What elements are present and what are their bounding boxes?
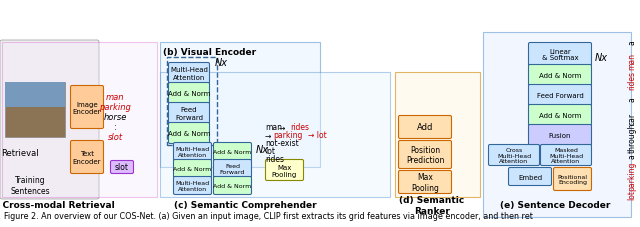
FancyBboxPatch shape bbox=[5, 83, 65, 137]
FancyBboxPatch shape bbox=[529, 125, 591, 146]
FancyBboxPatch shape bbox=[160, 43, 320, 167]
Text: Figure 2. An overview of our COS-Net. (a) Given an input image, CLIP first extra: Figure 2. An overview of our COS-Net. (a… bbox=[4, 211, 533, 220]
Text: a: a bbox=[627, 154, 637, 159]
FancyBboxPatch shape bbox=[529, 65, 591, 86]
FancyBboxPatch shape bbox=[173, 143, 211, 161]
Text: parking: parking bbox=[273, 131, 302, 140]
FancyBboxPatch shape bbox=[2, 43, 157, 197]
Text: Text
Encoder: Text Encoder bbox=[73, 151, 101, 164]
Text: Add & Norm: Add & Norm bbox=[168, 91, 210, 96]
Text: Add & Norm: Add & Norm bbox=[539, 113, 581, 118]
FancyBboxPatch shape bbox=[399, 116, 451, 139]
Text: lot: lot bbox=[265, 147, 275, 156]
FancyBboxPatch shape bbox=[399, 141, 451, 169]
Text: Fusion: Fusion bbox=[548, 132, 572, 138]
FancyBboxPatch shape bbox=[529, 85, 591, 106]
FancyBboxPatch shape bbox=[395, 73, 480, 197]
Text: man: man bbox=[627, 53, 637, 70]
Text: car: car bbox=[627, 112, 637, 125]
Text: slot: slot bbox=[115, 163, 129, 172]
Text: (c) Semantic Comprehender: (c) Semantic Comprehender bbox=[173, 201, 316, 210]
FancyBboxPatch shape bbox=[541, 145, 591, 166]
Text: parking: parking bbox=[627, 161, 637, 190]
Text: Image
Encoder: Image Encoder bbox=[73, 101, 101, 114]
Text: slot: slot bbox=[108, 133, 123, 142]
FancyBboxPatch shape bbox=[168, 83, 209, 104]
Text: Nx: Nx bbox=[215, 58, 228, 68]
FancyBboxPatch shape bbox=[168, 103, 209, 124]
FancyBboxPatch shape bbox=[168, 63, 209, 84]
Text: Nx: Nx bbox=[595, 53, 608, 63]
Text: Add & Norm: Add & Norm bbox=[168, 131, 210, 136]
Text: Add & Norm: Add & Norm bbox=[173, 166, 212, 171]
Text: rides: rides bbox=[265, 155, 284, 164]
Text: Linear
& Softmax: Linear & Softmax bbox=[541, 48, 579, 61]
FancyBboxPatch shape bbox=[266, 160, 303, 181]
Text: rides: rides bbox=[627, 71, 637, 90]
Text: not-exist: not-exist bbox=[265, 139, 299, 148]
Text: (d) Semantic
Ranker: (d) Semantic Ranker bbox=[399, 195, 465, 215]
FancyBboxPatch shape bbox=[509, 168, 552, 186]
Text: Add & Norm: Add & Norm bbox=[213, 149, 252, 154]
FancyBboxPatch shape bbox=[529, 105, 591, 126]
FancyBboxPatch shape bbox=[70, 141, 104, 174]
Text: Multi-Head
Attention: Multi-Head Attention bbox=[170, 67, 208, 80]
FancyBboxPatch shape bbox=[554, 168, 591, 191]
FancyBboxPatch shape bbox=[214, 143, 252, 161]
Text: a: a bbox=[627, 40, 637, 45]
FancyBboxPatch shape bbox=[529, 43, 591, 66]
Text: Retrieval: Retrieval bbox=[1, 148, 39, 157]
Text: Training
Sentences: Training Sentences bbox=[10, 175, 50, 195]
Text: Nx: Nx bbox=[256, 144, 269, 154]
Text: man: man bbox=[106, 93, 124, 102]
Text: Feed Forward: Feed Forward bbox=[536, 93, 584, 99]
Text: → lot: → lot bbox=[308, 131, 327, 140]
FancyBboxPatch shape bbox=[488, 145, 540, 166]
FancyBboxPatch shape bbox=[5, 83, 65, 108]
Text: Add & Norm: Add & Norm bbox=[213, 183, 252, 188]
Text: Masked
Multi-Head
Attention: Masked Multi-Head Attention bbox=[549, 147, 583, 164]
Text: Feed
Forward: Feed Forward bbox=[220, 163, 245, 174]
Text: lot: lot bbox=[627, 189, 637, 199]
FancyBboxPatch shape bbox=[214, 177, 252, 195]
Text: Feed
Forward: Feed Forward bbox=[175, 107, 203, 120]
Text: Multi-Head
Attention: Multi-Head Attention bbox=[175, 180, 209, 191]
Text: Multi-Head
Attention: Multi-Head Attention bbox=[175, 146, 209, 157]
FancyBboxPatch shape bbox=[483, 33, 631, 217]
Text: Cross
Multi-Head
Attention: Cross Multi-Head Attention bbox=[497, 147, 531, 164]
Text: a: a bbox=[627, 97, 637, 102]
Text: (e) Sentence Decoder: (e) Sentence Decoder bbox=[500, 201, 610, 210]
Text: (a) Cross-modal Retrieval: (a) Cross-modal Retrieval bbox=[0, 201, 115, 210]
Text: Max
Pooling: Max Pooling bbox=[272, 164, 297, 177]
Text: Add: Add bbox=[417, 123, 433, 132]
Text: horse: horse bbox=[103, 113, 127, 122]
Text: Max
Pooling: Max Pooling bbox=[411, 173, 439, 192]
FancyBboxPatch shape bbox=[173, 177, 211, 195]
FancyBboxPatch shape bbox=[214, 160, 252, 178]
Text: Embed: Embed bbox=[518, 174, 542, 180]
FancyBboxPatch shape bbox=[70, 86, 104, 129]
FancyBboxPatch shape bbox=[168, 123, 209, 144]
Text: Position
Prediction: Position Prediction bbox=[406, 145, 444, 165]
Text: Positional
Encoding: Positional Encoding bbox=[557, 174, 588, 185]
Text: man: man bbox=[265, 123, 282, 132]
FancyBboxPatch shape bbox=[111, 161, 134, 174]
Text: rides: rides bbox=[290, 123, 309, 132]
FancyBboxPatch shape bbox=[160, 73, 390, 197]
FancyBboxPatch shape bbox=[0, 41, 99, 199]
Text: →: → bbox=[279, 123, 285, 132]
Text: parking: parking bbox=[99, 103, 131, 112]
Text: →: → bbox=[265, 131, 271, 140]
FancyBboxPatch shape bbox=[173, 160, 211, 178]
FancyBboxPatch shape bbox=[399, 171, 451, 194]
Text: :: : bbox=[114, 123, 116, 132]
Text: (b) Visual Encoder: (b) Visual Encoder bbox=[163, 48, 257, 57]
Text: Add & Norm: Add & Norm bbox=[539, 73, 581, 79]
Text: through: through bbox=[627, 122, 637, 153]
